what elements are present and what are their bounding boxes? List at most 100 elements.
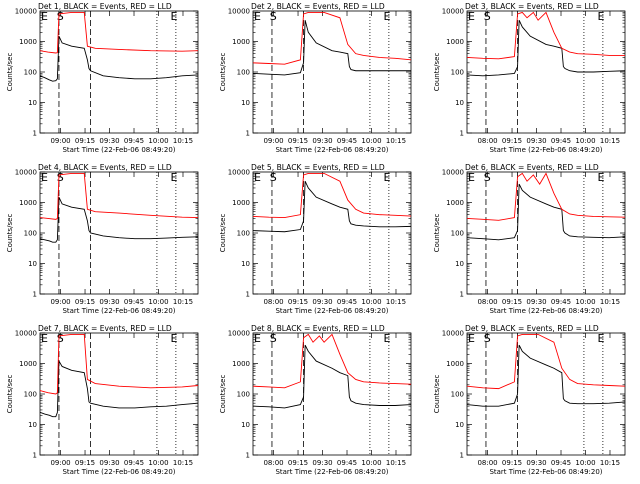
chart-title: Det 5, BLACK = Events, RED = LLD xyxy=(251,163,385,172)
plot-area: Det 8, BLACK = Events, RED = LLD 1 10 100 10… xyxy=(219,324,412,476)
y-tick-label: 10000 xyxy=(442,330,464,338)
x-axis-label: Start Time (22-Feb-06 08:49:20) xyxy=(489,307,602,315)
x-tick-label: 09:30 xyxy=(99,459,119,467)
x-axis-label: Start Time (22-Feb-06 08:49:20) xyxy=(62,146,175,154)
y-tick-label: 10000 xyxy=(15,169,37,177)
x-tick-label: 09:45 xyxy=(337,298,357,306)
event-marker-label: E xyxy=(598,171,605,184)
x-tick-label: 09:15 xyxy=(502,137,522,145)
plot-area: Det 1, BLACK = Events, RED = LLD 1 10 100 10… xyxy=(6,2,199,154)
y-tick-label: 100 xyxy=(24,391,37,399)
y-tick-label: 1000 xyxy=(446,38,464,46)
y-tick-label: 1 xyxy=(246,452,250,460)
y-tick-label: 100 xyxy=(237,69,250,77)
y-tick-label: 1 xyxy=(460,130,464,138)
events-series-line xyxy=(252,180,412,233)
event-marker-label: E xyxy=(384,171,391,184)
x-tick-label: 09:30 xyxy=(99,137,119,145)
event-marker-label: S xyxy=(484,171,491,184)
x-tick-label: 10:15 xyxy=(600,137,620,145)
x-tick-label: 08:00 xyxy=(477,137,497,145)
y-axis-label: Counts/sec xyxy=(219,214,227,253)
y-tick-label: 10 xyxy=(28,99,37,107)
y-tick-label: 10000 xyxy=(228,8,250,16)
events-series-line xyxy=(39,359,199,418)
y-tick-label: 1000 xyxy=(19,199,37,207)
event-marker-label: E xyxy=(468,171,475,184)
x-tick-label: 09:45 xyxy=(551,298,571,306)
x-tick-label: 10:00 xyxy=(148,137,168,145)
x-tick-label: 10:00 xyxy=(575,459,595,467)
y-tick-label: 10 xyxy=(455,421,464,429)
event-marker-label: E xyxy=(41,171,48,184)
lld-series-line xyxy=(466,11,625,60)
x-tick-label: 10:15 xyxy=(173,137,193,145)
y-axis-label: Counts/sec xyxy=(6,53,14,92)
y-tick-label: 10000 xyxy=(442,169,464,177)
x-tick-label: 10:00 xyxy=(575,137,595,145)
event-marker-label: S xyxy=(57,332,64,345)
plot-frame xyxy=(252,332,412,456)
y-tick-label: 10 xyxy=(455,260,464,268)
chart-title: Det 9, BLACK = Events, RED = LLD xyxy=(465,324,599,333)
y-axis-label: Counts/sec xyxy=(6,214,14,253)
x-tick-label: 09:45 xyxy=(124,298,144,306)
x-tick-label: 09:45 xyxy=(124,459,144,467)
chart-panel-5: Det 5, BLACK = Events, RED = LLD 1 10 100 10… xyxy=(219,163,412,315)
y-axis-label: Counts/sec xyxy=(433,214,441,253)
y-tick-label: 1000 xyxy=(19,38,37,46)
x-tick-label: 09:15 xyxy=(288,298,308,306)
chart-title: Det 3, BLACK = Events, RED = LLD xyxy=(465,2,599,11)
plot-frame xyxy=(252,171,412,295)
x-tick-label: 09:15 xyxy=(288,137,308,145)
events-series-line xyxy=(39,196,199,243)
x-tick-label: 10:00 xyxy=(361,298,381,306)
chart-panel-1: Det 1, BLACK = Events, RED = LLD 1 10 100 10… xyxy=(6,2,199,154)
x-tick-label: 10:00 xyxy=(575,298,595,306)
plot-area: Det 3, BLACK = Events, RED = LLD 1 10 100 10… xyxy=(433,2,626,154)
chart-panel-4: Det 4, BLACK = Events, RED = LLD 1 10 100 10… xyxy=(6,163,199,315)
event-marker-label: E xyxy=(254,10,261,23)
y-tick-label: 1000 xyxy=(232,360,250,368)
x-tick-label: 08:00 xyxy=(477,459,497,467)
x-tick-label: 10:15 xyxy=(173,298,193,306)
event-marker-label: E xyxy=(384,332,391,345)
event-marker-label: E xyxy=(171,332,178,345)
x-tick-label: 10:00 xyxy=(148,298,168,306)
x-axis-label: Start Time (22-Feb-06 08:49:20) xyxy=(275,146,388,154)
x-tick-label: 09:15 xyxy=(288,459,308,467)
lld-series-line xyxy=(252,333,412,389)
lld-series-line xyxy=(252,172,412,219)
y-tick-label: 1 xyxy=(246,291,250,299)
y-tick-label: 100 xyxy=(451,230,464,238)
x-axis-label: Start Time (22-Feb-06 08:49:20) xyxy=(489,468,602,476)
x-tick-label: 09:30 xyxy=(312,298,332,306)
x-axis-label: Start Time (22-Feb-06 08:49:20) xyxy=(275,468,388,476)
event-marker-label: S xyxy=(484,10,491,23)
x-tick-label: 10:15 xyxy=(386,459,406,467)
event-marker-label: E xyxy=(384,10,391,23)
y-tick-label: 100 xyxy=(237,230,250,238)
chart-title: Det 4, BLACK = Events, RED = LLD xyxy=(38,163,172,172)
x-tick-label: 09:15 xyxy=(75,459,95,467)
x-axis-label: Start Time (22-Feb-06 08:49:20) xyxy=(275,307,388,315)
events-series-line xyxy=(39,35,199,82)
x-tick-label: 09:15 xyxy=(502,298,522,306)
chart-title: Det 2, BLACK = Events, RED = LLD xyxy=(251,2,385,11)
y-axis-label: Counts/sec xyxy=(433,375,441,414)
x-tick-label: 09:15 xyxy=(75,137,95,145)
x-tick-label: 09:30 xyxy=(526,298,546,306)
y-tick-label: 100 xyxy=(451,391,464,399)
y-tick-label: 1000 xyxy=(232,38,250,46)
x-axis-label: Start Time (22-Feb-06 08:49:20) xyxy=(62,307,175,315)
x-tick-label: 09:45 xyxy=(337,459,357,467)
y-tick-label: 10 xyxy=(28,421,37,429)
y-tick-label: 10000 xyxy=(442,8,464,16)
y-tick-label: 1 xyxy=(33,452,37,460)
events-series-line xyxy=(466,19,626,77)
y-tick-label: 100 xyxy=(24,230,37,238)
x-tick-label: 09:45 xyxy=(124,137,144,145)
x-tick-label: 10:00 xyxy=(361,137,381,145)
plot-frame xyxy=(466,171,626,295)
